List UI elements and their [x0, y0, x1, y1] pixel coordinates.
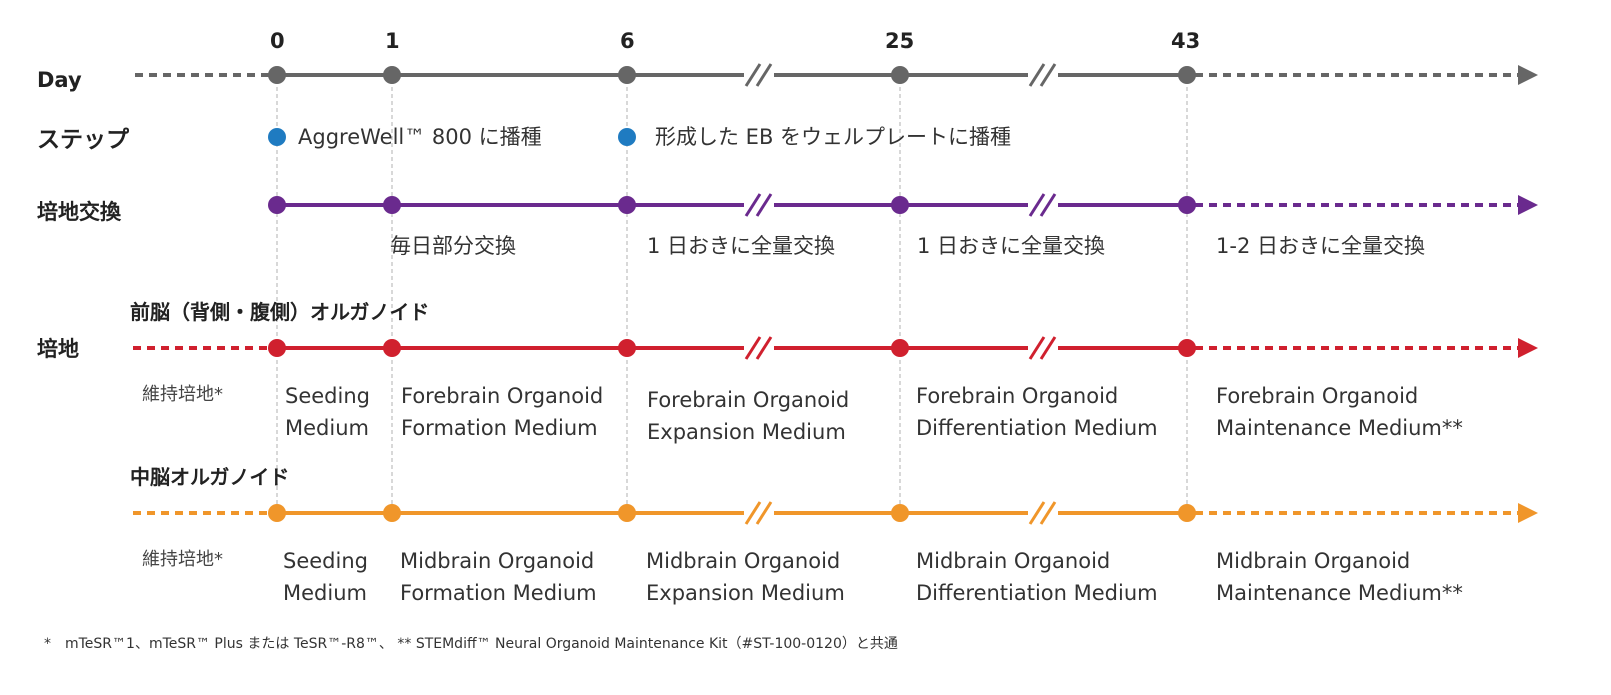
- step-text-seed-aggrewell: AggreWell™ 800 に播種: [298, 125, 542, 149]
- step-dot-0: [268, 128, 286, 146]
- midbrain-medium-expansion: Midbrain Organoid Expansion Medium: [646, 549, 845, 605]
- step-dot-6: [618, 128, 636, 146]
- forebrain-medium-expansion: Forebrain Organoid Expansion Medium: [647, 388, 850, 444]
- orange-dot-1: [383, 504, 401, 522]
- orange-dot-0: [268, 504, 286, 522]
- forebrain-medium-formation: Forebrain Organoid Formation Medium: [401, 384, 604, 440]
- row-label-step: ステップ: [37, 127, 129, 153]
- day-dot-1: [383, 66, 401, 84]
- midbrain-timeline: [133, 501, 1538, 525]
- forebrain-maint-label: 維持培地*: [142, 384, 223, 405]
- forebrain-medium-seeding: Seeding Medium: [285, 384, 370, 440]
- red-dot-1: [383, 339, 401, 357]
- orange-break-2: [1028, 501, 1058, 525]
- day-break-1: [744, 63, 774, 87]
- day-number-0: 0: [270, 29, 285, 53]
- purple-dot-0: [268, 196, 286, 214]
- row-label-medium: 培地: [37, 337, 79, 361]
- day-break-2: [1028, 63, 1058, 87]
- purple-break-2: [1028, 193, 1058, 217]
- purple-dot-43: [1178, 196, 1196, 214]
- day-number-1: 1: [385, 29, 400, 53]
- day-dot-6: [618, 66, 636, 84]
- red-dot-6: [618, 339, 636, 357]
- orange-break-1: [744, 501, 774, 525]
- purple-arrowhead: [1518, 195, 1538, 215]
- step-text-seed-wellplate: 形成した EB をウェルプレートに播種: [655, 125, 1012, 149]
- medium-change-text-3: 1 日おきに全量交換: [917, 234, 1106, 258]
- forebrain-title: 前脳（背側・腹側）オルガノイド: [130, 300, 430, 324]
- orange-dot-25: [891, 504, 909, 522]
- forebrain-medium-maintenance: Forebrain Organoid Maintenance Medium**: [1216, 384, 1463, 440]
- row-label-day: Day: [37, 68, 82, 92]
- footnote: * mTeSR™1、mTeSR™ Plus または TeSR™-R8™、 ** …: [44, 636, 898, 652]
- red-dot-0: [268, 339, 286, 357]
- purple-dot-25: [891, 196, 909, 214]
- purple-dot-1: [383, 196, 401, 214]
- red-break-1: [744, 336, 774, 360]
- forebrain-medium-differentiation: Forebrain Organoid Differentiation Mediu…: [916, 384, 1158, 440]
- row-label-medium-change: 培地交換: [37, 200, 121, 224]
- medium-change-text-2: 1 日おきに全量交換: [647, 234, 836, 258]
- day-number-25: 25: [885, 29, 915, 53]
- medium-change-text-1: 毎日部分交換: [390, 234, 516, 258]
- day-dot-25: [891, 66, 909, 84]
- medium-change-text-4: 1-2 日おきに全量交換: [1216, 234, 1425, 258]
- red-arrowhead: [1518, 338, 1538, 358]
- orange-dot-43: [1178, 504, 1196, 522]
- orange-arrowhead: [1518, 503, 1538, 523]
- day-timeline: [135, 63, 1538, 87]
- day-number-6: 6: [620, 29, 635, 53]
- red-dot-25: [891, 339, 909, 357]
- orange-dot-6: [618, 504, 636, 522]
- red-break-2: [1028, 336, 1058, 360]
- midbrain-maint-label: 維持培地*: [142, 549, 223, 570]
- day-number-43: 43: [1171, 29, 1201, 53]
- midbrain-medium-differentiation: Midbrain Organoid Differentiation Medium: [916, 549, 1158, 605]
- forebrain-timeline: [133, 336, 1538, 360]
- midbrain-medium-formation: Midbrain Organoid Formation Medium: [400, 549, 597, 605]
- day-dot-43: [1178, 66, 1196, 84]
- day-guides: [276, 80, 1188, 518]
- red-dot-43: [1178, 339, 1196, 357]
- midbrain-medium-maintenance: Midbrain Organoid Maintenance Medium**: [1216, 549, 1463, 605]
- medium-change-timeline: [268, 193, 1538, 217]
- day-arrowhead: [1518, 65, 1538, 85]
- purple-dot-6: [618, 196, 636, 214]
- purple-break-1: [744, 193, 774, 217]
- day-dot-0: [268, 66, 286, 84]
- midbrain-medium-seeding: Seeding Medium: [283, 549, 368, 605]
- midbrain-title: 中脳オルガノイド: [130, 465, 290, 489]
